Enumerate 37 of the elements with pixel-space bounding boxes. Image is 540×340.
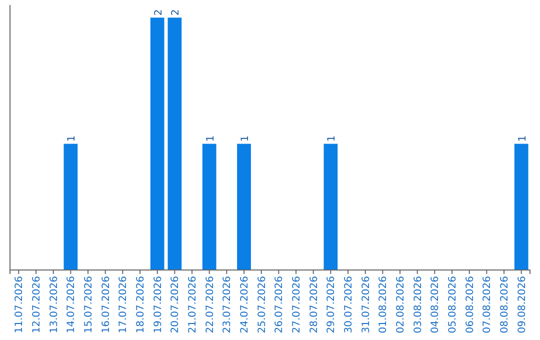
data-label: 1 bbox=[66, 135, 78, 142]
x-tick-label: 11.07.2026 bbox=[14, 276, 26, 334]
x-tick-label: 23.07.2026 bbox=[222, 276, 234, 334]
x-tick-label: 28.07.2026 bbox=[308, 276, 320, 334]
x-tick-label: 12.07.2026 bbox=[32, 276, 42, 334]
data-label: 1 bbox=[326, 135, 338, 142]
x-tick-label: 16.07.2026 bbox=[100, 276, 112, 334]
x-tick-label: 19.07.2026 bbox=[152, 276, 164, 334]
x-tick-label: 24.07.2026 bbox=[240, 276, 250, 334]
x-tick-label: 07.08.2026 bbox=[482, 276, 494, 334]
x-tick-label: 13.07.2026 bbox=[48, 276, 60, 334]
x-tick-label: 14.07.2026 bbox=[66, 276, 78, 334]
x-tick-label: 26.07.2026 bbox=[274, 276, 286, 334]
data-label: 1 bbox=[205, 135, 216, 142]
x-tick-label: 05.08.2026 bbox=[448, 276, 458, 334]
x-tick-label: 21.07.2026 bbox=[188, 276, 198, 334]
x-tick-label: 15.07.2026 bbox=[84, 276, 94, 334]
x-tick-label: 17.07.2026 bbox=[118, 276, 130, 334]
data-label: 2 bbox=[153, 9, 164, 16]
x-tick-label: 29.07.2026 bbox=[326, 276, 338, 334]
data-label: 2 bbox=[170, 9, 182, 16]
x-tick-label: 03.08.2026 bbox=[412, 276, 424, 334]
x-tick-label: 25.07.2026 bbox=[256, 276, 268, 334]
x-tick-label: 01.08.2026 bbox=[378, 276, 390, 334]
x-tick-label: 18.07.2026 bbox=[136, 276, 146, 334]
x-tick-label: 06.08.2026 bbox=[464, 276, 476, 334]
x-tick-label: 27.07.2026 bbox=[292, 276, 302, 334]
x-tick-label: 20.07.2026 bbox=[170, 276, 182, 334]
x-tick-label: 08.08.2026 bbox=[500, 276, 510, 334]
x-tick-label: 31.07.2026 bbox=[360, 276, 372, 334]
data-label: 1 bbox=[517, 135, 528, 142]
x-tick-label: 30.07.2026 bbox=[344, 276, 354, 334]
x-tick-label: 09.08.2026 bbox=[516, 276, 528, 334]
x-tick-label: 04.08.2026 bbox=[430, 276, 442, 334]
x-tick-label: 02.08.2026 bbox=[396, 276, 406, 334]
x-tick-label: 22.07.2026 bbox=[204, 276, 216, 334]
data-label: 1 bbox=[240, 135, 251, 142]
